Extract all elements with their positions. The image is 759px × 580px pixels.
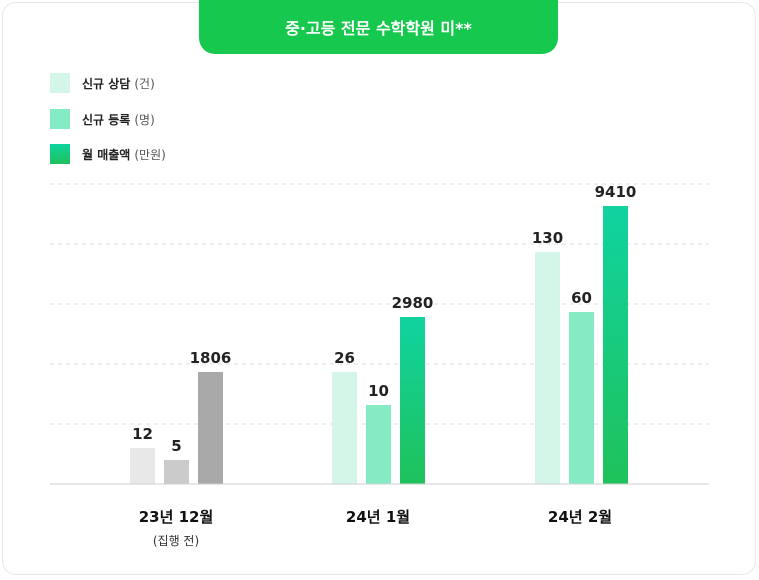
legend-unit: (명) xyxy=(134,112,155,127)
bar-consultations-0 xyxy=(130,448,155,484)
legend-unit: (건) xyxy=(134,76,155,91)
legend-label: 신규 상담 xyxy=(82,76,131,91)
chart-title: 중·고등 전문 수학학원 미** xyxy=(199,0,558,54)
data-label: 10 xyxy=(368,382,389,400)
bar-consultations-1 xyxy=(332,372,357,484)
x-tick-sublabel: (집행 전) xyxy=(153,533,199,548)
bar-registrations-2 xyxy=(569,312,594,484)
data-label: 130 xyxy=(532,229,563,247)
legend-label: 월 매출액 xyxy=(82,147,131,162)
legend-item-revenue: 월 매출액 (만원) xyxy=(50,144,166,164)
legend-item-consultations: 신규 상담 (건) xyxy=(50,73,155,93)
x-tick-label: 23년 12월 xyxy=(139,508,214,526)
legend-label: 신규 등록 xyxy=(82,112,131,127)
bar-revenue-2 xyxy=(603,206,628,484)
data-label: 26 xyxy=(334,349,355,367)
data-label: 1806 xyxy=(190,349,232,367)
legend-swatch-registrations xyxy=(50,109,70,129)
bar-registrations-0 xyxy=(164,460,189,484)
bar-revenue-0 xyxy=(198,372,223,484)
bar-revenue-1 xyxy=(400,317,425,484)
legend-item-registrations: 신규 등록 (명) xyxy=(50,109,155,129)
data-label: 2980 xyxy=(392,294,434,312)
data-label: 9410 xyxy=(595,183,637,201)
legend-unit: (만원) xyxy=(134,147,166,162)
x-tick-label: 24년 1월 xyxy=(346,508,410,526)
data-label: 12 xyxy=(132,425,153,443)
data-label: 60 xyxy=(571,289,592,307)
data-label: 5 xyxy=(171,437,181,455)
bar-consultations-2 xyxy=(535,252,560,484)
x-tick-label: 24년 2월 xyxy=(548,508,612,526)
legend-swatch-revenue xyxy=(50,144,70,164)
legend-swatch-consultations xyxy=(50,73,70,93)
bar-registrations-1 xyxy=(366,405,391,484)
